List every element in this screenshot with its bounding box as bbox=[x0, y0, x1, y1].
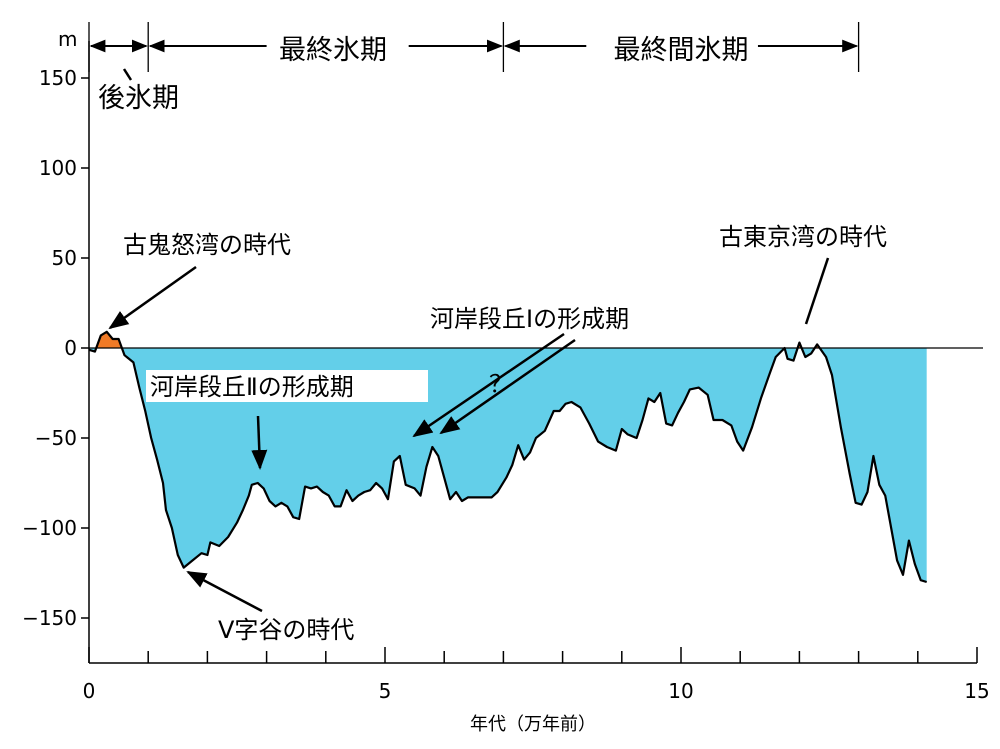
annotation-question-mark: ？ bbox=[489, 370, 513, 398]
y-unit-label: m bbox=[58, 27, 77, 51]
x-axis-title: 年代（万年前） bbox=[470, 714, 596, 735]
x-tick-label: 15 bbox=[964, 679, 989, 703]
annotation-kokinuwan: 古鬼怒湾の時代 bbox=[123, 231, 291, 259]
annotation-pointers bbox=[108, 68, 830, 613]
y-tick-label: −100 bbox=[22, 516, 77, 540]
annotation-kotokyowan: 古東京湾の時代 bbox=[719, 223, 887, 251]
y-tick-label: −150 bbox=[22, 606, 77, 630]
holocene-label: 後氷期 bbox=[98, 83, 179, 114]
period-label-last-glacial: 最終氷期 bbox=[279, 35, 387, 66]
y-tick-label: 150 bbox=[39, 66, 77, 90]
annotation-v-valley: V字谷の時代 bbox=[218, 616, 354, 644]
x-tick-label: 5 bbox=[379, 679, 392, 703]
pointer-kokinuwan bbox=[108, 265, 197, 330]
pointer-terrace-2 bbox=[251, 415, 268, 470]
annotation-terrace-2: 河岸段丘Ⅱの形成期 bbox=[150, 373, 354, 401]
sea-level-line bbox=[88, 330, 927, 584]
pointer-holocene bbox=[122, 68, 133, 81]
pointer-terrace-1a bbox=[412, 332, 565, 438]
y-tick-label: 0 bbox=[64, 336, 77, 360]
annotation-terrace-2-bg bbox=[146, 370, 428, 402]
pointer-v-valley bbox=[186, 570, 263, 613]
y-tick-label: −50 bbox=[35, 426, 77, 450]
above-sea-level-area bbox=[96, 331, 122, 348]
pointer-terrace-1b bbox=[439, 338, 576, 435]
x-tick-label: 10 bbox=[668, 679, 693, 703]
x-tick-label: 0 bbox=[83, 679, 96, 703]
period-label-last-interglacial: 最終間氷期 bbox=[614, 35, 749, 66]
pointer-kotokyowan bbox=[804, 257, 830, 325]
below-sea-level-area bbox=[819, 348, 927, 582]
y-tick-label: 100 bbox=[39, 156, 77, 180]
y-tick-label: 50 bbox=[52, 246, 77, 270]
annotation-terrace-1: 河岸段丘Ⅰの形成期 bbox=[430, 305, 629, 333]
